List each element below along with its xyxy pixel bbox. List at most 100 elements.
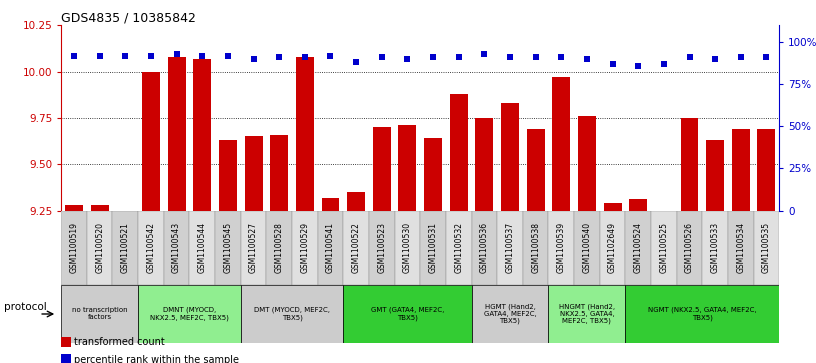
Bar — [395, 211, 420, 285]
Bar — [398, 125, 416, 211]
Text: GSM1100532: GSM1100532 — [455, 222, 463, 273]
Point — [555, 54, 568, 60]
Point — [375, 54, 388, 60]
Point — [734, 54, 747, 60]
Text: GSM1100526: GSM1100526 — [685, 222, 694, 273]
Bar — [754, 211, 779, 285]
Text: GSM1100529: GSM1100529 — [300, 222, 309, 273]
Text: GSM1100531: GSM1100531 — [428, 222, 437, 273]
Bar — [526, 129, 544, 211]
Bar — [728, 211, 754, 285]
Text: GSM1100521: GSM1100521 — [121, 222, 130, 273]
Bar — [270, 135, 288, 211]
Bar — [450, 94, 468, 211]
Text: NGMT (NKX2.5, GATA4, MEF2C,
TBX5): NGMT (NKX2.5, GATA4, MEF2C, TBX5) — [648, 307, 756, 321]
Bar — [113, 211, 138, 285]
Text: GSM1100541: GSM1100541 — [326, 222, 335, 273]
Text: HNGMT (Hand2,
NKX2.5, GATA4,
MEF2C, TBX5): HNGMT (Hand2, NKX2.5, GATA4, MEF2C, TBX5… — [559, 303, 615, 325]
Point — [324, 53, 337, 58]
Bar — [117, 211, 135, 212]
Bar — [219, 140, 237, 211]
Text: GSM1102649: GSM1102649 — [608, 222, 617, 273]
Bar — [215, 211, 241, 285]
Point — [606, 61, 619, 67]
Text: GSM1100519: GSM1100519 — [69, 222, 78, 273]
Point — [273, 54, 286, 60]
Text: GSM1100538: GSM1100538 — [531, 222, 540, 273]
Bar — [552, 77, 570, 211]
Point — [427, 54, 440, 60]
Point — [503, 54, 517, 60]
Bar — [317, 211, 344, 285]
Point — [299, 54, 312, 60]
Point — [68, 53, 81, 58]
Text: GSM1100543: GSM1100543 — [172, 222, 181, 273]
Text: GSM1100533: GSM1100533 — [711, 222, 720, 273]
Bar — [446, 211, 472, 285]
Bar — [292, 211, 317, 285]
Bar — [344, 285, 472, 343]
Text: no transcription
factors: no transcription factors — [72, 307, 127, 321]
Text: GSM1100539: GSM1100539 — [557, 222, 565, 273]
Bar — [703, 211, 728, 285]
Bar — [732, 129, 750, 211]
Point — [196, 53, 209, 58]
Point — [580, 56, 593, 62]
Text: DMT (MYOCD, MEF2C,
TBX5): DMT (MYOCD, MEF2C, TBX5) — [254, 307, 330, 321]
Point — [144, 53, 157, 58]
Point — [760, 54, 773, 60]
Bar — [138, 285, 241, 343]
Point — [221, 53, 234, 58]
Text: GSM1100536: GSM1100536 — [480, 222, 489, 273]
Bar — [501, 103, 519, 211]
Point — [478, 51, 491, 57]
Bar — [245, 136, 263, 211]
Bar — [189, 211, 215, 285]
Bar — [142, 72, 160, 211]
Bar — [373, 127, 391, 211]
Point — [658, 61, 671, 67]
Bar — [472, 285, 548, 343]
Text: protocol: protocol — [4, 302, 47, 312]
Bar — [757, 129, 775, 211]
Text: GSM1100523: GSM1100523 — [377, 222, 386, 273]
Text: GSM1100527: GSM1100527 — [249, 222, 258, 273]
Bar — [344, 211, 369, 285]
Point — [119, 53, 132, 58]
Bar — [424, 138, 442, 211]
Text: GSM1100522: GSM1100522 — [352, 222, 361, 273]
Bar — [164, 211, 189, 285]
Bar — [86, 211, 113, 285]
Bar — [138, 211, 164, 285]
Text: GSM1100524: GSM1100524 — [634, 222, 643, 273]
Text: GSM1100534: GSM1100534 — [736, 222, 745, 273]
Text: GSM1100530: GSM1100530 — [403, 222, 412, 273]
Text: GSM1100537: GSM1100537 — [505, 222, 515, 273]
Text: HGMT (Hand2,
GATA4, MEF2C,
TBX5): HGMT (Hand2, GATA4, MEF2C, TBX5) — [484, 303, 536, 325]
Bar — [347, 192, 365, 211]
Text: GSM1100540: GSM1100540 — [583, 222, 592, 273]
Point — [452, 54, 465, 60]
Bar — [296, 57, 314, 211]
Text: GSM1100544: GSM1100544 — [197, 222, 206, 273]
Bar — [369, 211, 395, 285]
Bar — [91, 205, 109, 211]
Bar — [322, 197, 339, 211]
Bar — [61, 211, 86, 285]
Bar — [600, 211, 625, 285]
Text: GSM1100535: GSM1100535 — [762, 222, 771, 273]
Point — [170, 51, 183, 57]
Bar — [420, 211, 446, 285]
Text: DMNT (MYOCD,
NKX2.5, MEF2C, TBX5): DMNT (MYOCD, NKX2.5, MEF2C, TBX5) — [150, 307, 228, 321]
Bar — [241, 285, 344, 343]
Text: GSM1100525: GSM1100525 — [659, 222, 668, 273]
Text: GSM1100545: GSM1100545 — [224, 222, 233, 273]
Bar — [497, 211, 523, 285]
Text: GSM1100520: GSM1100520 — [95, 222, 104, 273]
Point — [632, 63, 645, 69]
Bar — [266, 211, 292, 285]
Point — [401, 56, 414, 62]
Point — [529, 54, 542, 60]
Text: GSM1100542: GSM1100542 — [146, 222, 156, 273]
Point — [349, 60, 362, 65]
